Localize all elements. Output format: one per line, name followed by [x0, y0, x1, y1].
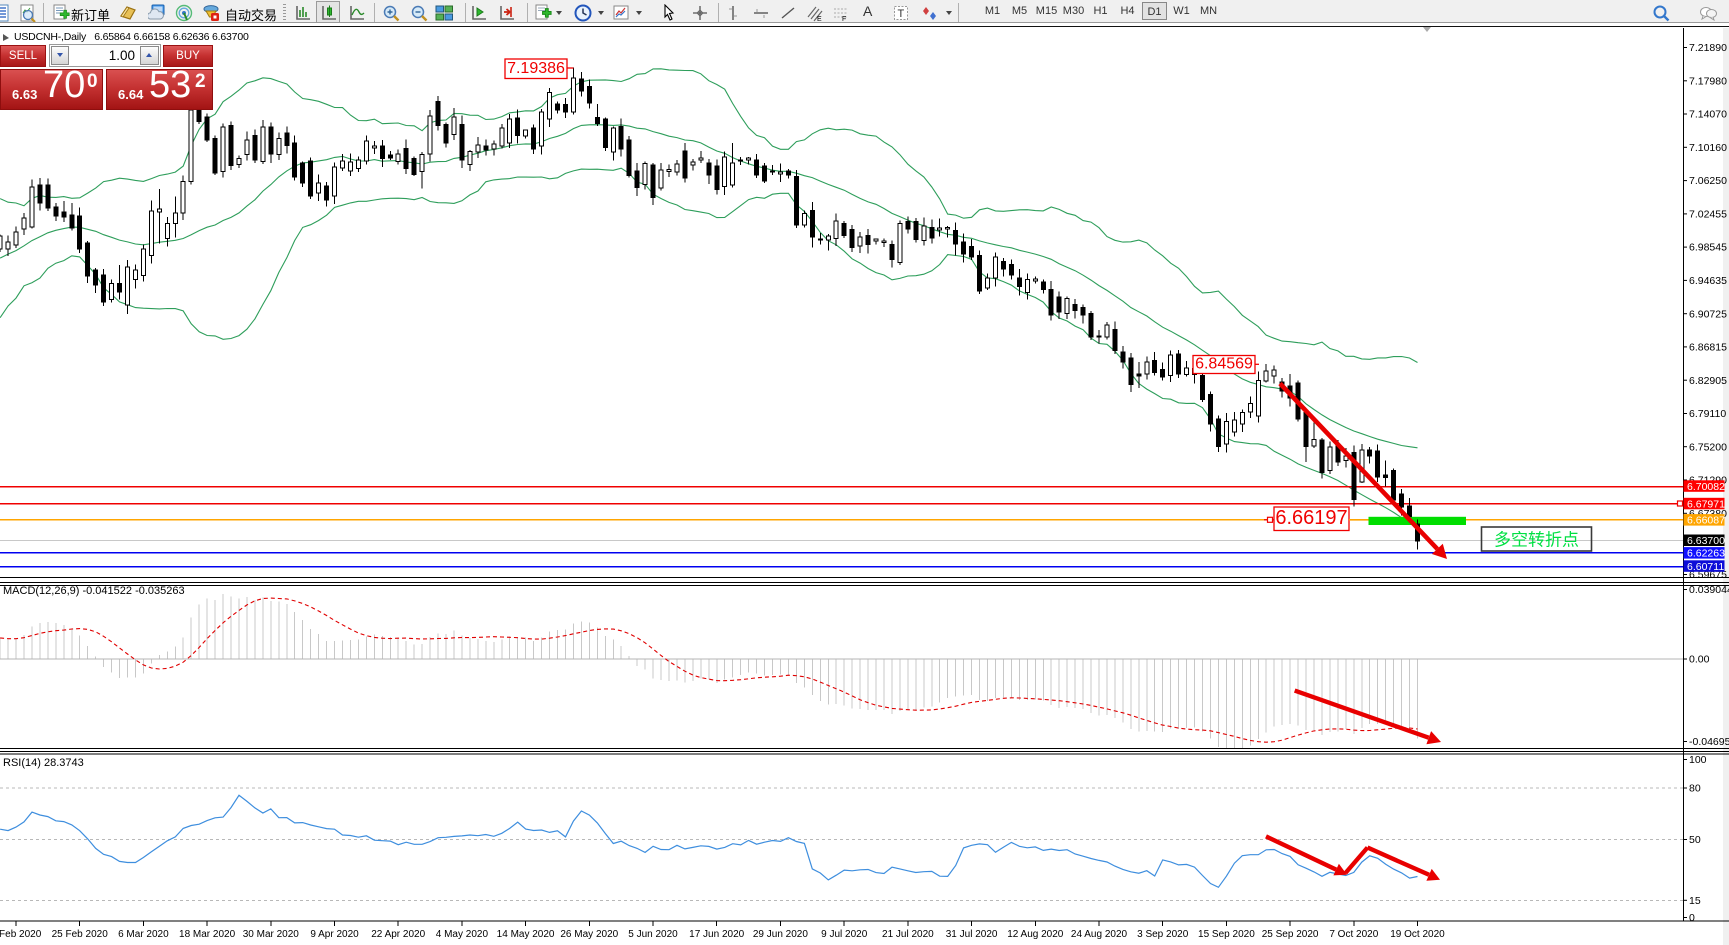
svg-text:21 Jul 2020: 21 Jul 2020	[882, 929, 934, 940]
svg-text:7.14070: 7.14070	[1689, 109, 1727, 121]
svg-text:6.63700: 6.63700	[1687, 535, 1725, 547]
svg-text:7.06250: 7.06250	[1689, 175, 1727, 187]
svg-text:6.94635: 6.94635	[1689, 275, 1727, 287]
svg-text:29 Jun 2020: 29 Jun 2020	[753, 929, 808, 940]
svg-text:6.98545: 6.98545	[1689, 242, 1727, 254]
svg-text:12 Aug 2020: 12 Aug 2020	[1007, 929, 1064, 940]
svg-text:6.82905: 6.82905	[1689, 375, 1727, 387]
svg-text:17 Jun 2020: 17 Jun 2020	[689, 929, 744, 940]
svg-text:5 Jun 2020: 5 Jun 2020	[628, 929, 678, 940]
svg-text:6.75200: 6.75200	[1689, 441, 1727, 453]
svg-text:9 Apr 2020: 9 Apr 2020	[310, 929, 359, 940]
svg-text:0.00: 0.00	[1689, 654, 1710, 666]
svg-text:0.039044: 0.039044	[1689, 584, 1729, 596]
svg-text:100: 100	[1689, 754, 1707, 766]
svg-text:6.67971: 6.67971	[1687, 498, 1725, 510]
svg-text:15 Sep 2020: 15 Sep 2020	[1198, 929, 1255, 940]
svg-text:0: 0	[1689, 912, 1695, 924]
svg-text:24 Aug 2020: 24 Aug 2020	[1071, 929, 1128, 940]
svg-text:F: F	[842, 16, 846, 22]
svg-text:T: T	[898, 8, 905, 20]
svg-text:-0.046959: -0.046959	[1689, 736, 1729, 748]
svg-text:RSI(14) 28.3743: RSI(14) 28.3743	[3, 757, 84, 769]
svg-text:18 Mar 2020: 18 Mar 2020	[179, 929, 236, 940]
svg-text:19 Oct 2020: 19 Oct 2020	[1390, 929, 1445, 940]
svg-text:14 May 2020: 14 May 2020	[497, 929, 555, 940]
svg-text:6.84569: 6.84569	[1195, 356, 1253, 373]
svg-text:9 Jul 2020: 9 Jul 2020	[821, 929, 868, 940]
svg-text:31 Jul 2020: 31 Jul 2020	[946, 929, 998, 940]
svg-text:6 Mar 2020: 6 Mar 2020	[118, 929, 169, 940]
svg-text:30 Mar 2020: 30 Mar 2020	[243, 929, 300, 940]
svg-text:7.10160: 7.10160	[1689, 142, 1727, 154]
svg-text:25 Feb 2020: 25 Feb 2020	[52, 929, 109, 940]
svg-text:E: E	[817, 16, 822, 22]
svg-text:5 Feb 2020: 5 Feb 2020	[0, 929, 42, 940]
svg-text:3 Sep 2020: 3 Sep 2020	[1137, 929, 1189, 940]
svg-text:15: 15	[1689, 895, 1701, 907]
svg-text:6.66087: 6.66087	[1687, 515, 1725, 527]
svg-text:80: 80	[1689, 783, 1701, 795]
svg-text:7.02455: 7.02455	[1689, 209, 1727, 221]
svg-text:50: 50	[1689, 834, 1701, 846]
svg-text:6.70082: 6.70082	[1687, 481, 1725, 493]
svg-text:MACD(12,26,9) -0.041522 -0.035: MACD(12,26,9) -0.041522 -0.035263	[3, 585, 185, 597]
svg-text:22 Apr 2020: 22 Apr 2020	[371, 929, 425, 940]
svg-text:4 May 2020: 4 May 2020	[436, 929, 489, 940]
svg-text:6.62263: 6.62263	[1687, 548, 1725, 560]
svg-text:6.79110: 6.79110	[1689, 408, 1726, 420]
svg-text:25 Sep 2020: 25 Sep 2020	[1262, 929, 1319, 940]
svg-text:6.86815: 6.86815	[1689, 342, 1727, 354]
svg-text:6.90725: 6.90725	[1689, 308, 1727, 320]
svg-text:USDCNH-,Daily 6.65864 6.6615: USDCNH-,Daily 6.65864 6.66158 6.62636 6.…	[14, 31, 249, 43]
svg-text:多空转折点: 多空转折点	[1494, 531, 1579, 550]
svg-text:6.59675: 6.59675	[1689, 569, 1727, 581]
svg-text:7 Oct 2020: 7 Oct 2020	[1329, 929, 1378, 940]
svg-text:7.17980: 7.17980	[1689, 75, 1727, 87]
svg-text:6.66197: 6.66197	[1275, 507, 1347, 529]
svg-text:7.21890: 7.21890	[1689, 42, 1727, 54]
svg-text:7.19386: 7.19386	[507, 60, 565, 77]
svg-text:6.60711: 6.60711	[1687, 561, 1724, 573]
svg-text:26 May 2020: 26 May 2020	[560, 929, 618, 940]
